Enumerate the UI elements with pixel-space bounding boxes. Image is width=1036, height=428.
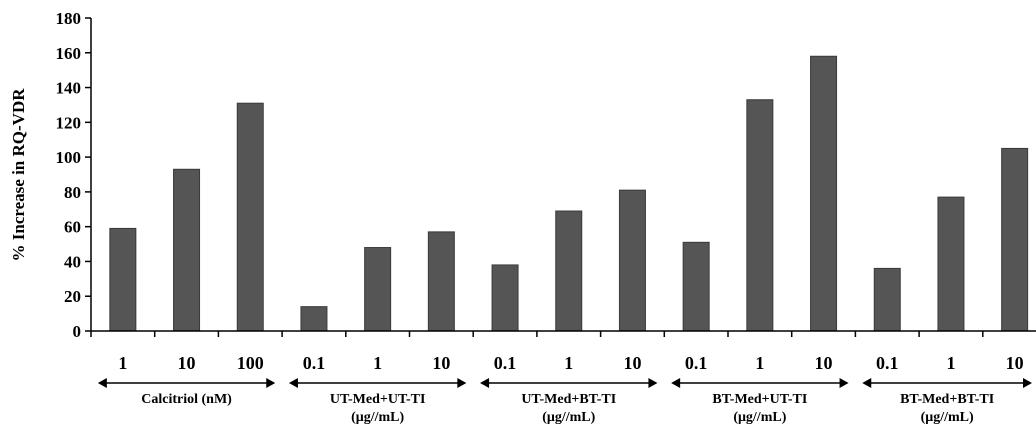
x-tick-label: 1	[946, 353, 955, 373]
x-tick-label: 0.1	[876, 353, 899, 373]
bar	[555, 210, 583, 332]
bar	[746, 99, 774, 332]
x-tick-label: 10	[1006, 353, 1024, 373]
bar-series	[109, 55, 1029, 332]
x-tick-label: 10	[432, 353, 450, 373]
group-unit-label: (μg//mL)	[921, 410, 974, 425]
group-unit-label: (μg//mL)	[351, 410, 404, 425]
bar	[618, 189, 646, 332]
y-tick-label: 160	[56, 44, 82, 63]
group-label: UT-Med+BT-TI	[521, 392, 616, 407]
bar	[109, 227, 137, 332]
y-axis: 0 20 40 60 80 100 120 140 160 180	[56, 9, 92, 341]
bar	[682, 241, 710, 332]
y-tick-label: 180	[56, 9, 82, 28]
group-unit-label: (μg//mL)	[542, 410, 595, 425]
group-label: BT-Med+BT-TI	[900, 392, 994, 407]
x-tick-label: 1	[373, 353, 382, 373]
group-label: BT-Med+UT-TI	[712, 392, 807, 407]
y-tick-label: 20	[64, 287, 81, 306]
y-tick-label: 120	[56, 113, 82, 132]
x-tick-label: 1	[755, 353, 764, 373]
arrow-right-icon	[839, 378, 849, 388]
y-tick-label: 140	[56, 79, 82, 98]
x-tick-label: 1	[564, 353, 573, 373]
arrow-right-icon	[648, 378, 658, 388]
bar	[810, 55, 838, 332]
group-annotations: Calcitriol (nM) UT-Med+UT-TI (μg//mL) UT-Me…	[97, 378, 1032, 425]
arrow-left-icon	[288, 378, 298, 388]
arrow-left-icon	[862, 378, 872, 388]
arrow-left-icon	[480, 378, 490, 388]
bar	[173, 168, 201, 332]
bar	[236, 102, 264, 332]
x-tick-label: 100	[237, 353, 264, 373]
y-tick-label: 0	[73, 322, 82, 341]
bar	[937, 196, 965, 332]
y-tick-label: 100	[56, 148, 82, 167]
arrow-right-icon	[457, 378, 467, 388]
arrow-right-icon	[1023, 378, 1032, 388]
bar	[364, 247, 392, 332]
x-tick-label: 0.1	[494, 353, 517, 373]
x-axis: 1 10 100 0.1 1 10 0.1 1 10 0.1 1 10 0.1 1 10	[90, 330, 1036, 373]
bar	[1001, 147, 1029, 332]
group-label: UT-Med+UT-TI	[330, 392, 426, 407]
x-tick-label: 10	[178, 353, 196, 373]
y-tick-label: 80	[64, 183, 81, 202]
y-tick-label: 60	[64, 218, 81, 237]
x-tick-label: 0.1	[303, 353, 326, 373]
group-unit-label: (μg//mL)	[733, 410, 786, 425]
arrow-left-icon	[671, 378, 681, 388]
bar	[427, 231, 455, 332]
bar	[873, 267, 901, 332]
arrow-left-icon	[97, 378, 107, 388]
arrow-right-icon	[266, 378, 276, 388]
bar	[300, 306, 328, 332]
group-label: Calcitriol (nM)	[141, 392, 232, 407]
x-tick-label: 1	[118, 353, 127, 373]
x-tick-label: 10	[815, 353, 833, 373]
y-tick-label: 40	[64, 252, 81, 271]
x-tick-label: 10	[623, 353, 641, 373]
x-tick-label: 0.1	[685, 353, 708, 373]
bar	[491, 264, 519, 332]
y-axis-label: % Increase in RQ-VDR	[9, 88, 28, 262]
